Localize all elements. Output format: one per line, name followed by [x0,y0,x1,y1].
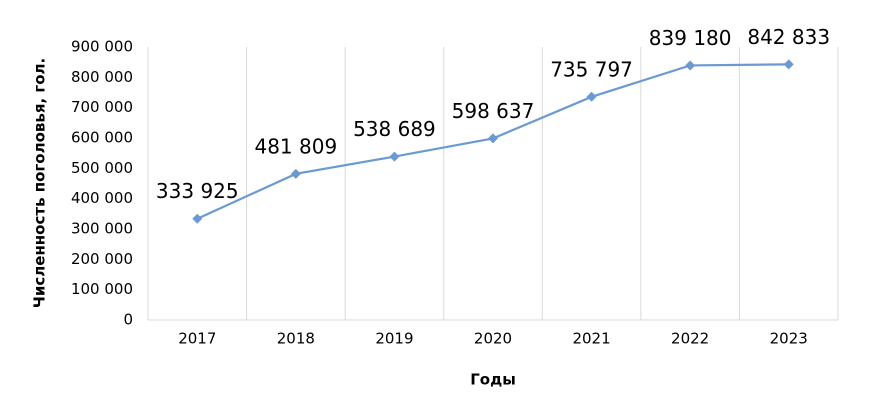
y-tick-label: 0 [123,311,133,329]
x-axis-label: Годы [470,371,516,389]
data-label: 481 809 [254,134,337,158]
y-tick-label: 600 000 [71,129,133,147]
data-point [488,133,498,144]
y-tick-label: 100 000 [71,280,133,298]
y-tick-label: 900 000 [71,38,133,56]
data-point [586,91,597,102]
data-label: 839 180 [649,26,732,50]
data-point [389,151,400,162]
data-point [192,213,203,224]
data-point [783,59,794,70]
data-label: 538 689 [353,117,436,141]
data-point [290,168,301,179]
x-tick-label: 2018 [277,330,315,348]
x-tick-label: 2017 [178,330,216,348]
y-tick-label: 300 000 [71,220,133,238]
x-tick-label: 2022 [671,330,709,348]
data-label: 598 637 [452,99,535,123]
data-label: 333 925 [156,179,239,203]
y-tick-label: 500 000 [71,159,133,177]
y-tick-label: 200 000 [71,250,133,268]
y-axis-label: Численность поголовья, гол. [31,58,49,308]
data-point [685,60,696,71]
y-tick-label: 800 000 [71,68,133,86]
x-tick-label: 2023 [770,330,808,348]
x-tick-label: 2021 [572,330,610,348]
data-label: 735 797 [550,57,633,81]
y-tick-label: 400 000 [71,189,133,207]
data-label: 842 833 [747,25,830,49]
x-tick-label: 2019 [375,330,413,348]
x-tick-label: 2020 [474,330,512,348]
y-tick-label: 700 000 [71,98,133,116]
